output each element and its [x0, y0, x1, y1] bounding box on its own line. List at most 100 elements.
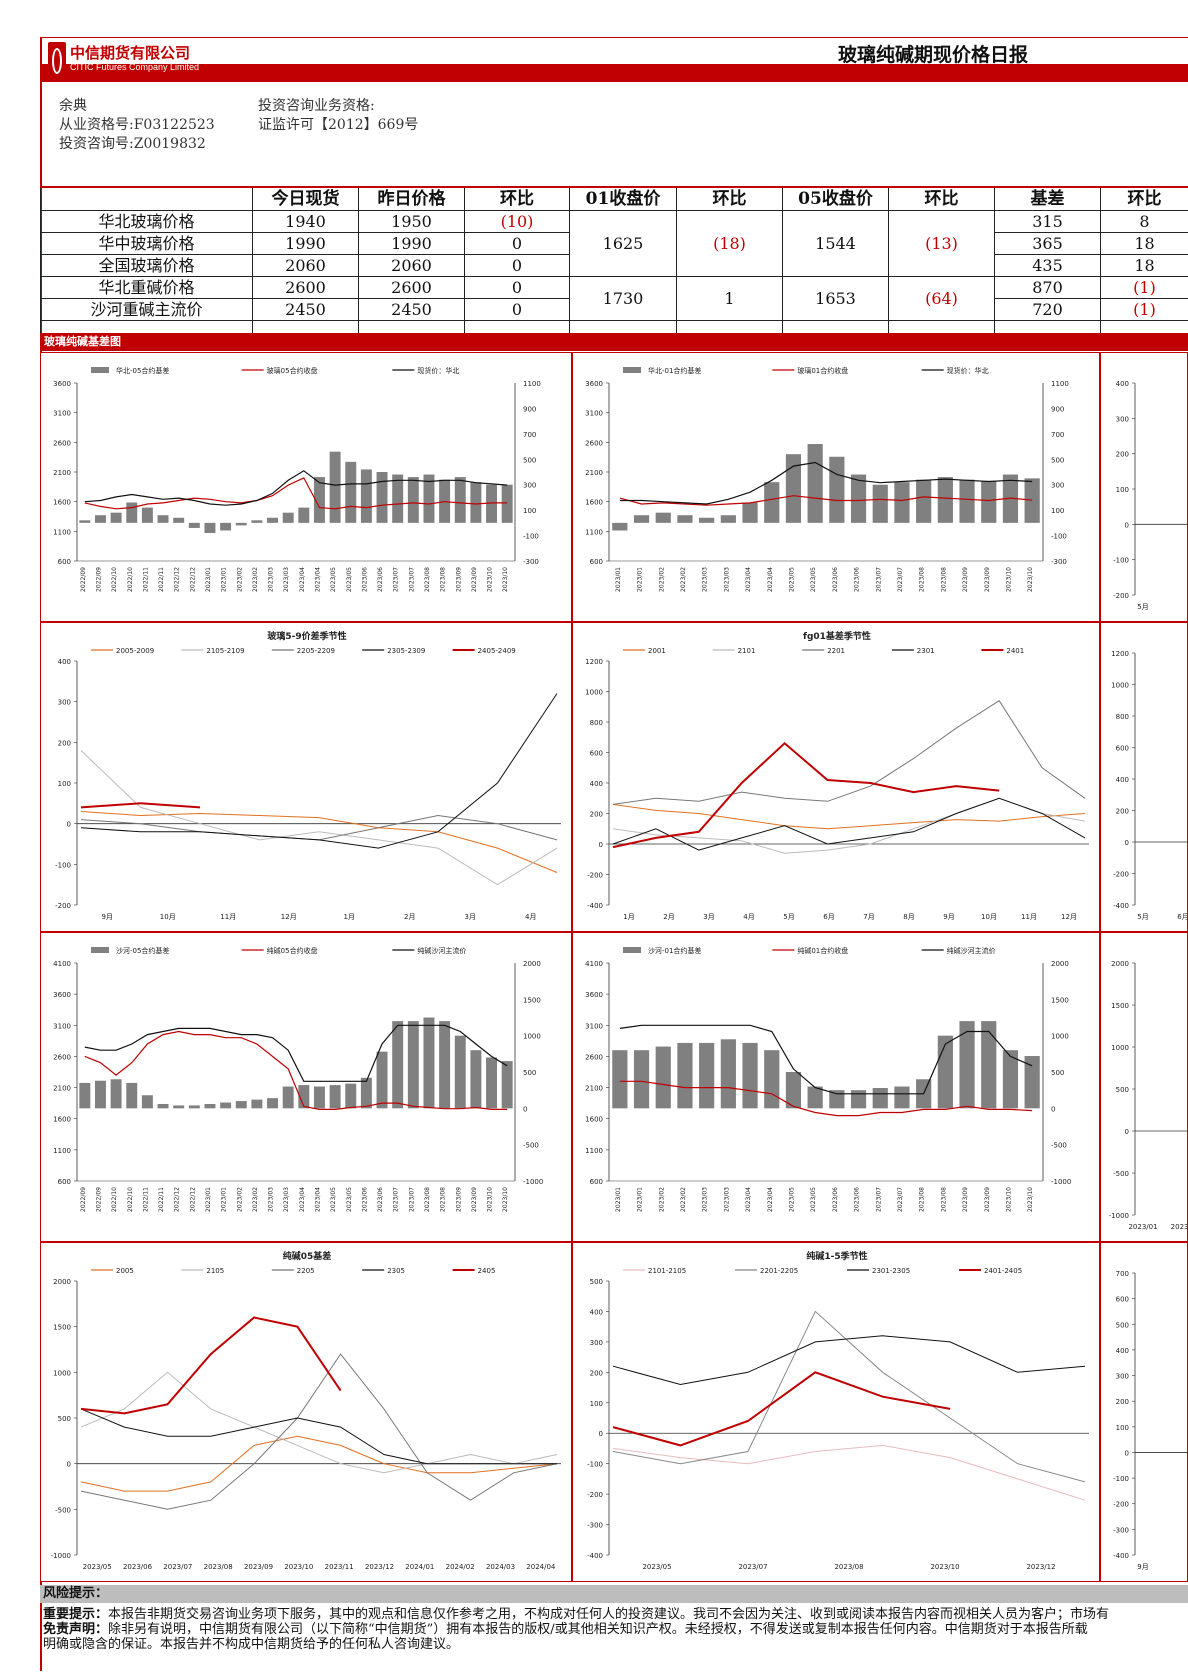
- y-tick-label: 3600: [53, 380, 71, 388]
- legend-label: 2005: [116, 1267, 134, 1275]
- series-line: [84, 477, 508, 510]
- y-tick-label: 2600: [53, 1053, 71, 1061]
- y-tick-label: 100: [590, 1400, 603, 1408]
- chart-panel: 沙河-05合约基差 纯碱05合约收盘 纯碱沙河主流价 4100 3600 3100 2600…: [40, 932, 572, 1242]
- y-tick-label: 0: [599, 841, 603, 849]
- bar: [282, 512, 294, 523]
- y-tick-label: 1100: [53, 1147, 71, 1155]
- bar: [486, 484, 498, 523]
- bar: [376, 1051, 388, 1109]
- legend-label: 2201: [827, 647, 845, 655]
- bar: [173, 1105, 185, 1109]
- bar: [329, 451, 341, 523]
- y-tick-label: 400: [1116, 1347, 1129, 1355]
- table-row: 华北玻璃价格 1940 1950 (10) 1625 (18) 1544 (13…: [40, 210, 1188, 277]
- x-tick-label: 6月: [1177, 913, 1188, 921]
- x-tick-label: 2023/09: [244, 1563, 273, 1571]
- important-text: 本报告非期货交易咨询业务项下服务，其中的观点和信息仅作参考之用，不构成对任何人的…: [108, 1607, 1110, 1622]
- series-line: [612, 803, 1086, 830]
- price-change: 0: [464, 276, 570, 299]
- y-tick-label: 1500: [53, 1324, 71, 1332]
- y-tick-label: 500: [58, 1415, 71, 1423]
- x-tick-label: 2月: [404, 913, 415, 921]
- y-tick-label: 400: [590, 1308, 603, 1316]
- x-tick-label: 2024/02: [446, 1563, 475, 1571]
- bar: [204, 1103, 216, 1109]
- x-tick-label: 2023/07: [897, 567, 904, 592]
- y-tick-label: 2000: [1111, 960, 1129, 968]
- y-tick-label: 2100: [53, 469, 71, 477]
- series-line: [80, 1353, 558, 1510]
- y2-tick-label: 1000: [1051, 1033, 1069, 1041]
- bar: [612, 1050, 628, 1109]
- y-tick-label: -200: [1113, 1501, 1129, 1509]
- chart-svg: fg01基差季节性 2001 2101 2201 2301 2401 1200 1000 800…: [585, 630, 1089, 921]
- series-line: [612, 1444, 1086, 1501]
- y-tick-label: 700: [1116, 1270, 1129, 1278]
- legend-label: 2101: [738, 647, 756, 655]
- bar: [807, 444, 823, 523]
- y-tick-label: 3600: [585, 380, 603, 388]
- x-tick-label: 2023/04: [745, 1187, 752, 1212]
- bar: [267, 517, 279, 523]
- row-name: 华北玻璃价格: [40, 210, 253, 233]
- y-tick-label: 0: [1125, 521, 1129, 529]
- basis-value: 870: [994, 276, 1101, 299]
- bar: [872, 1087, 888, 1109]
- y-tick-label: 4100: [53, 960, 71, 968]
- y-tick-label: 2600: [585, 1053, 603, 1061]
- glass-01-close: 1625: [569, 210, 677, 277]
- legend-label: 2205-2209: [297, 647, 335, 655]
- bar: [110, 512, 122, 523]
- legend-label: 2405: [478, 1267, 496, 1275]
- x-tick-label: 2022/12: [174, 567, 181, 592]
- bar: [785, 1072, 802, 1109]
- bar: [141, 507, 153, 523]
- logo-chinese-name: 中信期货有限公司: [70, 44, 191, 62]
- y2-tick-label: 0: [1051, 1105, 1055, 1113]
- series-line: [80, 811, 558, 873]
- x-tick-label: 2023/08: [919, 1187, 926, 1212]
- legend-label: 2401: [1006, 647, 1024, 655]
- x-tick-label: 9月: [1137, 1563, 1148, 1571]
- legend-label: 2401-2405: [984, 1267, 1022, 1275]
- y-tick-label: 1000: [1111, 1044, 1129, 1052]
- chart-panel: 华北-05合约基差 玻璃05合约收盘 现货价：华北 3600 3100 2600 2100 1…: [40, 352, 572, 622]
- x-tick-label: 9月: [102, 913, 113, 921]
- x-tick-label: 1月: [623, 913, 634, 921]
- y-tick-label: 3100: [585, 410, 603, 418]
- legend-label: 纯碱沙河主流价: [947, 946, 996, 955]
- x-tick-label: 1月: [344, 913, 355, 921]
- y-tick-label: 500: [590, 1278, 603, 1286]
- y2-tick-label: -300: [523, 558, 539, 566]
- row-name: 全国玻璃价格: [40, 254, 253, 277]
- x-tick-label: 2023/09: [984, 567, 991, 592]
- bar: [376, 472, 388, 523]
- bar: [677, 515, 693, 523]
- x-tick-label: 2023/02: [236, 1187, 243, 1212]
- bar: [501, 484, 513, 523]
- y2-tick-label: 100: [1051, 507, 1064, 515]
- x-tick-label: 2023/08: [424, 1187, 431, 1212]
- bar: [916, 479, 932, 523]
- bar: [220, 1102, 232, 1109]
- y-tick-label: 1100: [53, 528, 71, 536]
- x-tick-label: 2023/03: [723, 567, 730, 592]
- y-tick-label: -100: [55, 861, 71, 869]
- bar: [235, 522, 247, 526]
- disclaimer-text: 除非另有说明，中信期货有限公司（以下简称“中信期货”）拥有本报告的版权/或其他相…: [108, 1622, 1088, 1637]
- y-tick-label: 2000: [53, 1278, 71, 1286]
- x-tick-label: 2023/05: [788, 567, 795, 592]
- bar: [360, 1077, 372, 1109]
- x-tick-label: 2022/12: [189, 567, 196, 592]
- y-tick-label: 3100: [585, 1022, 603, 1030]
- bar: [329, 1085, 341, 1109]
- bar: [850, 1090, 867, 1109]
- series-line: [619, 1080, 1033, 1117]
- y-tick-label: -500: [55, 1506, 71, 1514]
- x-tick-label: 2023/02: [658, 1187, 665, 1212]
- legend-label: 2305: [387, 1267, 405, 1275]
- bar: [764, 482, 780, 523]
- x-tick-label: 2023/10: [487, 567, 494, 592]
- bar: [267, 1098, 279, 1109]
